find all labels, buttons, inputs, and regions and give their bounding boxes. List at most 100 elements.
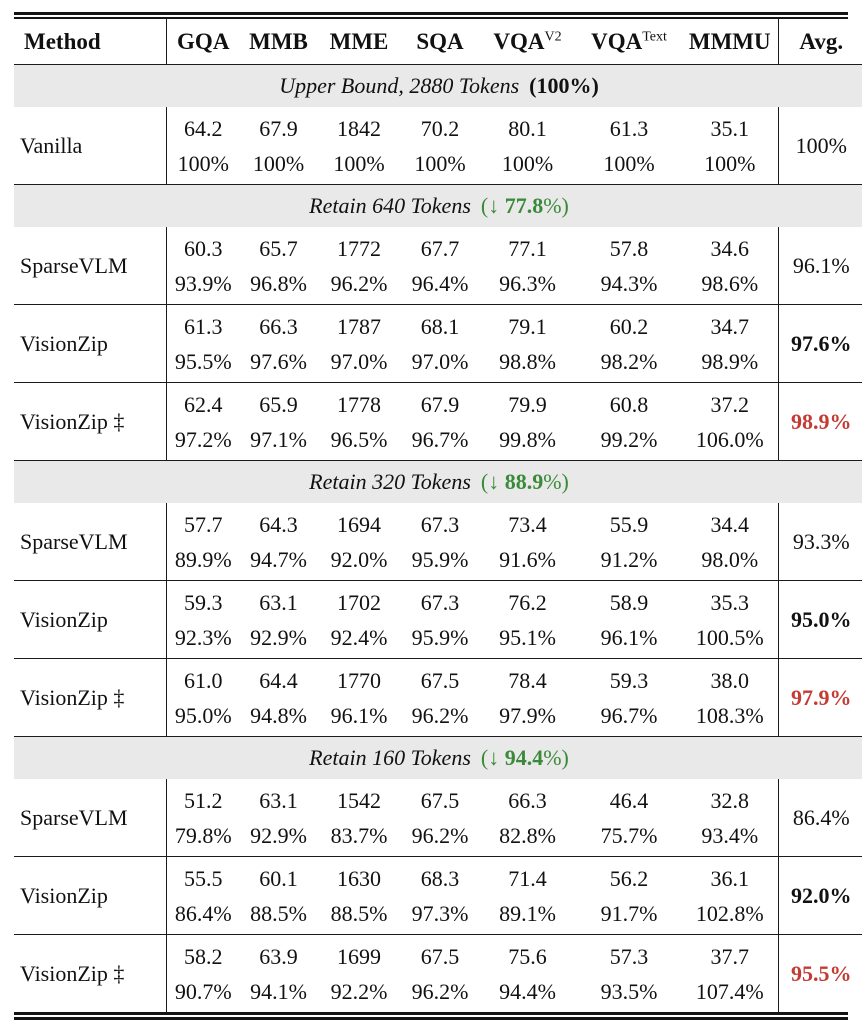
avg-cell: 97.6% [777,304,862,384]
score-value: 1702 [337,589,381,615]
band-drop-note: (↓ 94.4%) [481,745,569,770]
score-value: 59.3 [609,667,649,693]
score-value: 68.1 [420,313,460,339]
metric-label: MMB [249,28,308,54]
score-cell: 1778 96.5% [317,382,401,462]
score-cell: 57.8 94.3% [576,227,682,306]
top-double-rule [14,12,848,20]
score-cell: 68.1 97.0% [401,304,479,384]
score-percent: 91.6% [499,546,556,572]
band-drop-note: (↓ 88.9%) [481,469,569,494]
score-cell: 80.1 100% [479,107,576,186]
band-drop-note: (↓ 77.8%) [481,193,569,218]
score-cell: 60.1 88.5% [240,856,317,936]
method-cell: VisionZip [14,304,167,384]
score-cell: 35.1 100% [682,107,778,186]
table-row: VisionZip 59.3 92.3% 63.1 92.9% 1702 92.4% 67.3… [14,580,862,660]
score-cell: 73.4 91.6% [479,503,576,582]
table-row: VisionZip ‡ 58.2 90.7% 63.9 94.1% 1699 92.2% 67… [14,934,862,1013]
score-percent: 108.3% [695,702,764,728]
score-percent: 100% [414,150,466,176]
avg-value: 92.0% [791,882,852,908]
score-cell: 37.7 107.4% [682,935,778,1013]
section-band: Retain 320 Tokens (↓ 88.9%) [14,460,862,504]
band-label: Retain 640 Tokens [309,193,471,219]
score-value: 64.3 [259,511,298,537]
table-row: VisionZip 55.5 86.4% 60.1 88.5% 1630 88.5% 68.3… [14,856,862,936]
score-cell: 66.3 97.6% [240,304,317,384]
score-cell: 34.4 98.0% [682,503,778,582]
score-value: 67.9 [259,115,298,141]
score-cell: 78.4 97.9% [479,658,576,738]
score-percent: 88.5% [250,900,307,926]
score-percent: 95.9% [411,624,469,650]
score-percent: 82.8% [499,822,556,848]
section-band: Retain 160 Tokens (↓ 94.4%) [14,736,862,780]
rule-line [14,12,848,15]
metric-label: VQA [591,28,643,54]
score-cell: 59.3 92.3% [166,580,240,660]
score-percent: 95.9% [411,546,469,572]
score-cell: 64.3 94.7% [240,503,317,582]
score-value: 67.7 [420,235,460,261]
band-label: Retain 160 Tokens [309,745,471,771]
score-cell: 65.7 96.8% [240,227,317,306]
avg-cell: 100% [777,107,862,186]
score-cell: 60.2 98.2% [576,304,682,384]
score-percent: 90.7% [174,978,232,1004]
metric-superscript: V2 [544,29,562,45]
method-label: SparseVLM [20,528,128,554]
score-value: 1842 [337,115,381,141]
score-value: 1542 [337,787,381,813]
band-note-value: 77.8 [504,193,544,219]
method-label: VisionZip ‡ [20,684,125,710]
avg-cell: 95.5% [777,934,862,1013]
method-label: SparseVLM [20,804,128,830]
score-cell: 67.7 96.4% [401,227,479,306]
score-percent: 100% [333,150,385,176]
avg-cell: 95.0% [777,580,862,660]
band-note-value: 94.4 [504,745,544,771]
score-cell: 1770 96.1% [317,658,401,738]
score-cell: 1702 92.4% [317,580,401,660]
band-drop-note: (100%) [529,73,599,98]
method-cell: VisionZip [14,580,167,660]
score-percent: 94.8% [250,702,307,728]
avg-cell: 93.3% [777,503,862,582]
score-percent: 96.4% [411,270,469,296]
avg-cell: 96.1% [777,227,862,306]
score-cell: 67.3 95.9% [401,503,479,582]
score-cell: 34.6 98.6% [682,227,778,306]
method-cell: SparseVLM [14,227,167,306]
score-percent: 97.2% [174,426,232,452]
score-percent: 99.2% [600,426,658,452]
score-cell: 63.1 92.9% [240,580,317,660]
score-percent: 91.2% [600,546,658,572]
metric-label: GQA [177,28,230,54]
score-percent: 100% [177,150,229,176]
score-cell: 64.4 94.8% [240,658,317,738]
score-value: 61.3 [184,313,223,339]
score-cell: 67.3 95.9% [401,580,479,660]
score-percent: 98.9% [701,348,759,374]
section-band-row: Retain 160 Tokens (↓ 94.4%) [14,736,862,780]
avg-value: 98.9% [791,408,852,434]
score-percent: 92.0% [330,546,388,572]
avg-value: 96.1% [792,252,850,278]
score-percent: 92.3% [174,624,232,650]
score-percent: 92.9% [250,822,307,848]
score-value: 55.9 [609,511,649,537]
score-percent: 97.6% [250,348,307,374]
score-cell: 71.4 89.1% [479,856,576,936]
rule-line [14,16,848,20]
score-cell: 79.9 99.8% [479,382,576,462]
rule-line [14,1012,848,1015]
avg-value: 95.0% [791,606,852,632]
band-note-suffix: ) [591,73,599,99]
section-band-row: Upper Bound, 2880 Tokens (100%) [14,64,862,108]
score-value: 58.9 [609,589,649,615]
bottom-double-rule [14,1012,848,1020]
score-cell: 68.3 97.3% [401,856,479,936]
score-value: 67.5 [420,667,460,693]
